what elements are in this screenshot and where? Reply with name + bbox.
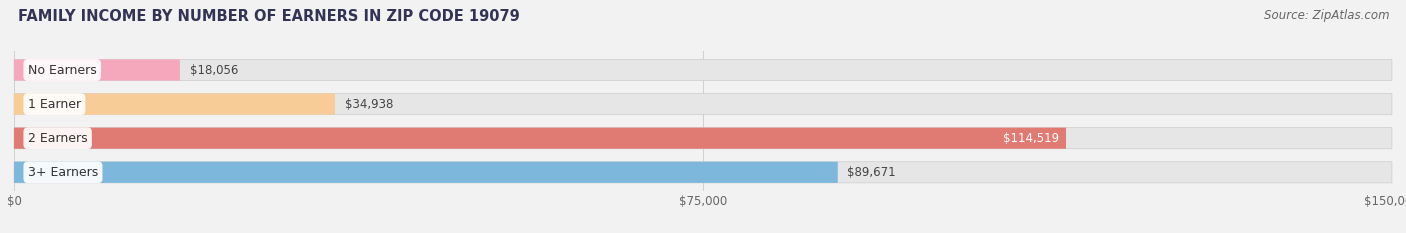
Text: 2 Earners: 2 Earners: [28, 132, 87, 145]
FancyBboxPatch shape: [14, 59, 180, 81]
Text: Source: ZipAtlas.com: Source: ZipAtlas.com: [1264, 9, 1389, 22]
Text: $34,938: $34,938: [344, 98, 394, 111]
FancyBboxPatch shape: [14, 93, 1392, 115]
Text: $18,056: $18,056: [190, 64, 238, 76]
Text: 1 Earner: 1 Earner: [28, 98, 82, 111]
Text: 3+ Earners: 3+ Earners: [28, 166, 98, 179]
Text: No Earners: No Earners: [28, 64, 97, 76]
Text: $114,519: $114,519: [1002, 132, 1059, 145]
FancyBboxPatch shape: [14, 162, 1392, 183]
Text: $89,671: $89,671: [848, 166, 896, 179]
FancyBboxPatch shape: [14, 93, 335, 115]
FancyBboxPatch shape: [14, 59, 1392, 81]
FancyBboxPatch shape: [14, 162, 838, 183]
FancyBboxPatch shape: [14, 128, 1392, 149]
FancyBboxPatch shape: [14, 128, 1066, 149]
Text: FAMILY INCOME BY NUMBER OF EARNERS IN ZIP CODE 19079: FAMILY INCOME BY NUMBER OF EARNERS IN ZI…: [18, 9, 520, 24]
